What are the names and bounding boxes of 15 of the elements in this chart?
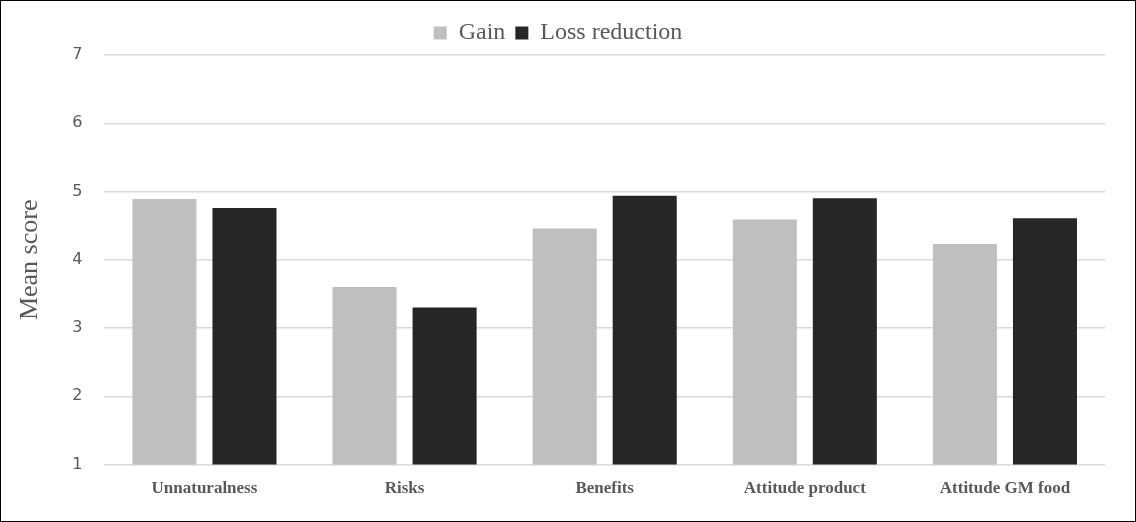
y-tick-label: 3: [72, 317, 83, 337]
y-tick-label: 1: [72, 453, 83, 473]
y-tick-label: 6: [72, 112, 83, 132]
x-tick-label: Unnaturalness: [151, 478, 258, 498]
x-tick-label: Risks: [384, 478, 425, 498]
y-tick-label: 5: [72, 180, 83, 200]
x-tick-label: Benefits: [575, 478, 635, 498]
y-axis-title: Mean score: [14, 199, 44, 321]
legend-label: Loss reduction: [540, 18, 683, 45]
y-tick-label: 7: [72, 44, 83, 64]
x-tick-label: Attitude GM food: [939, 478, 1071, 498]
y-tick-label: 4: [72, 248, 83, 268]
x-tick-label: Attitude product: [743, 478, 867, 498]
y-tick-label: 2: [72, 385, 83, 405]
legend-label: Gain: [458, 18, 506, 45]
